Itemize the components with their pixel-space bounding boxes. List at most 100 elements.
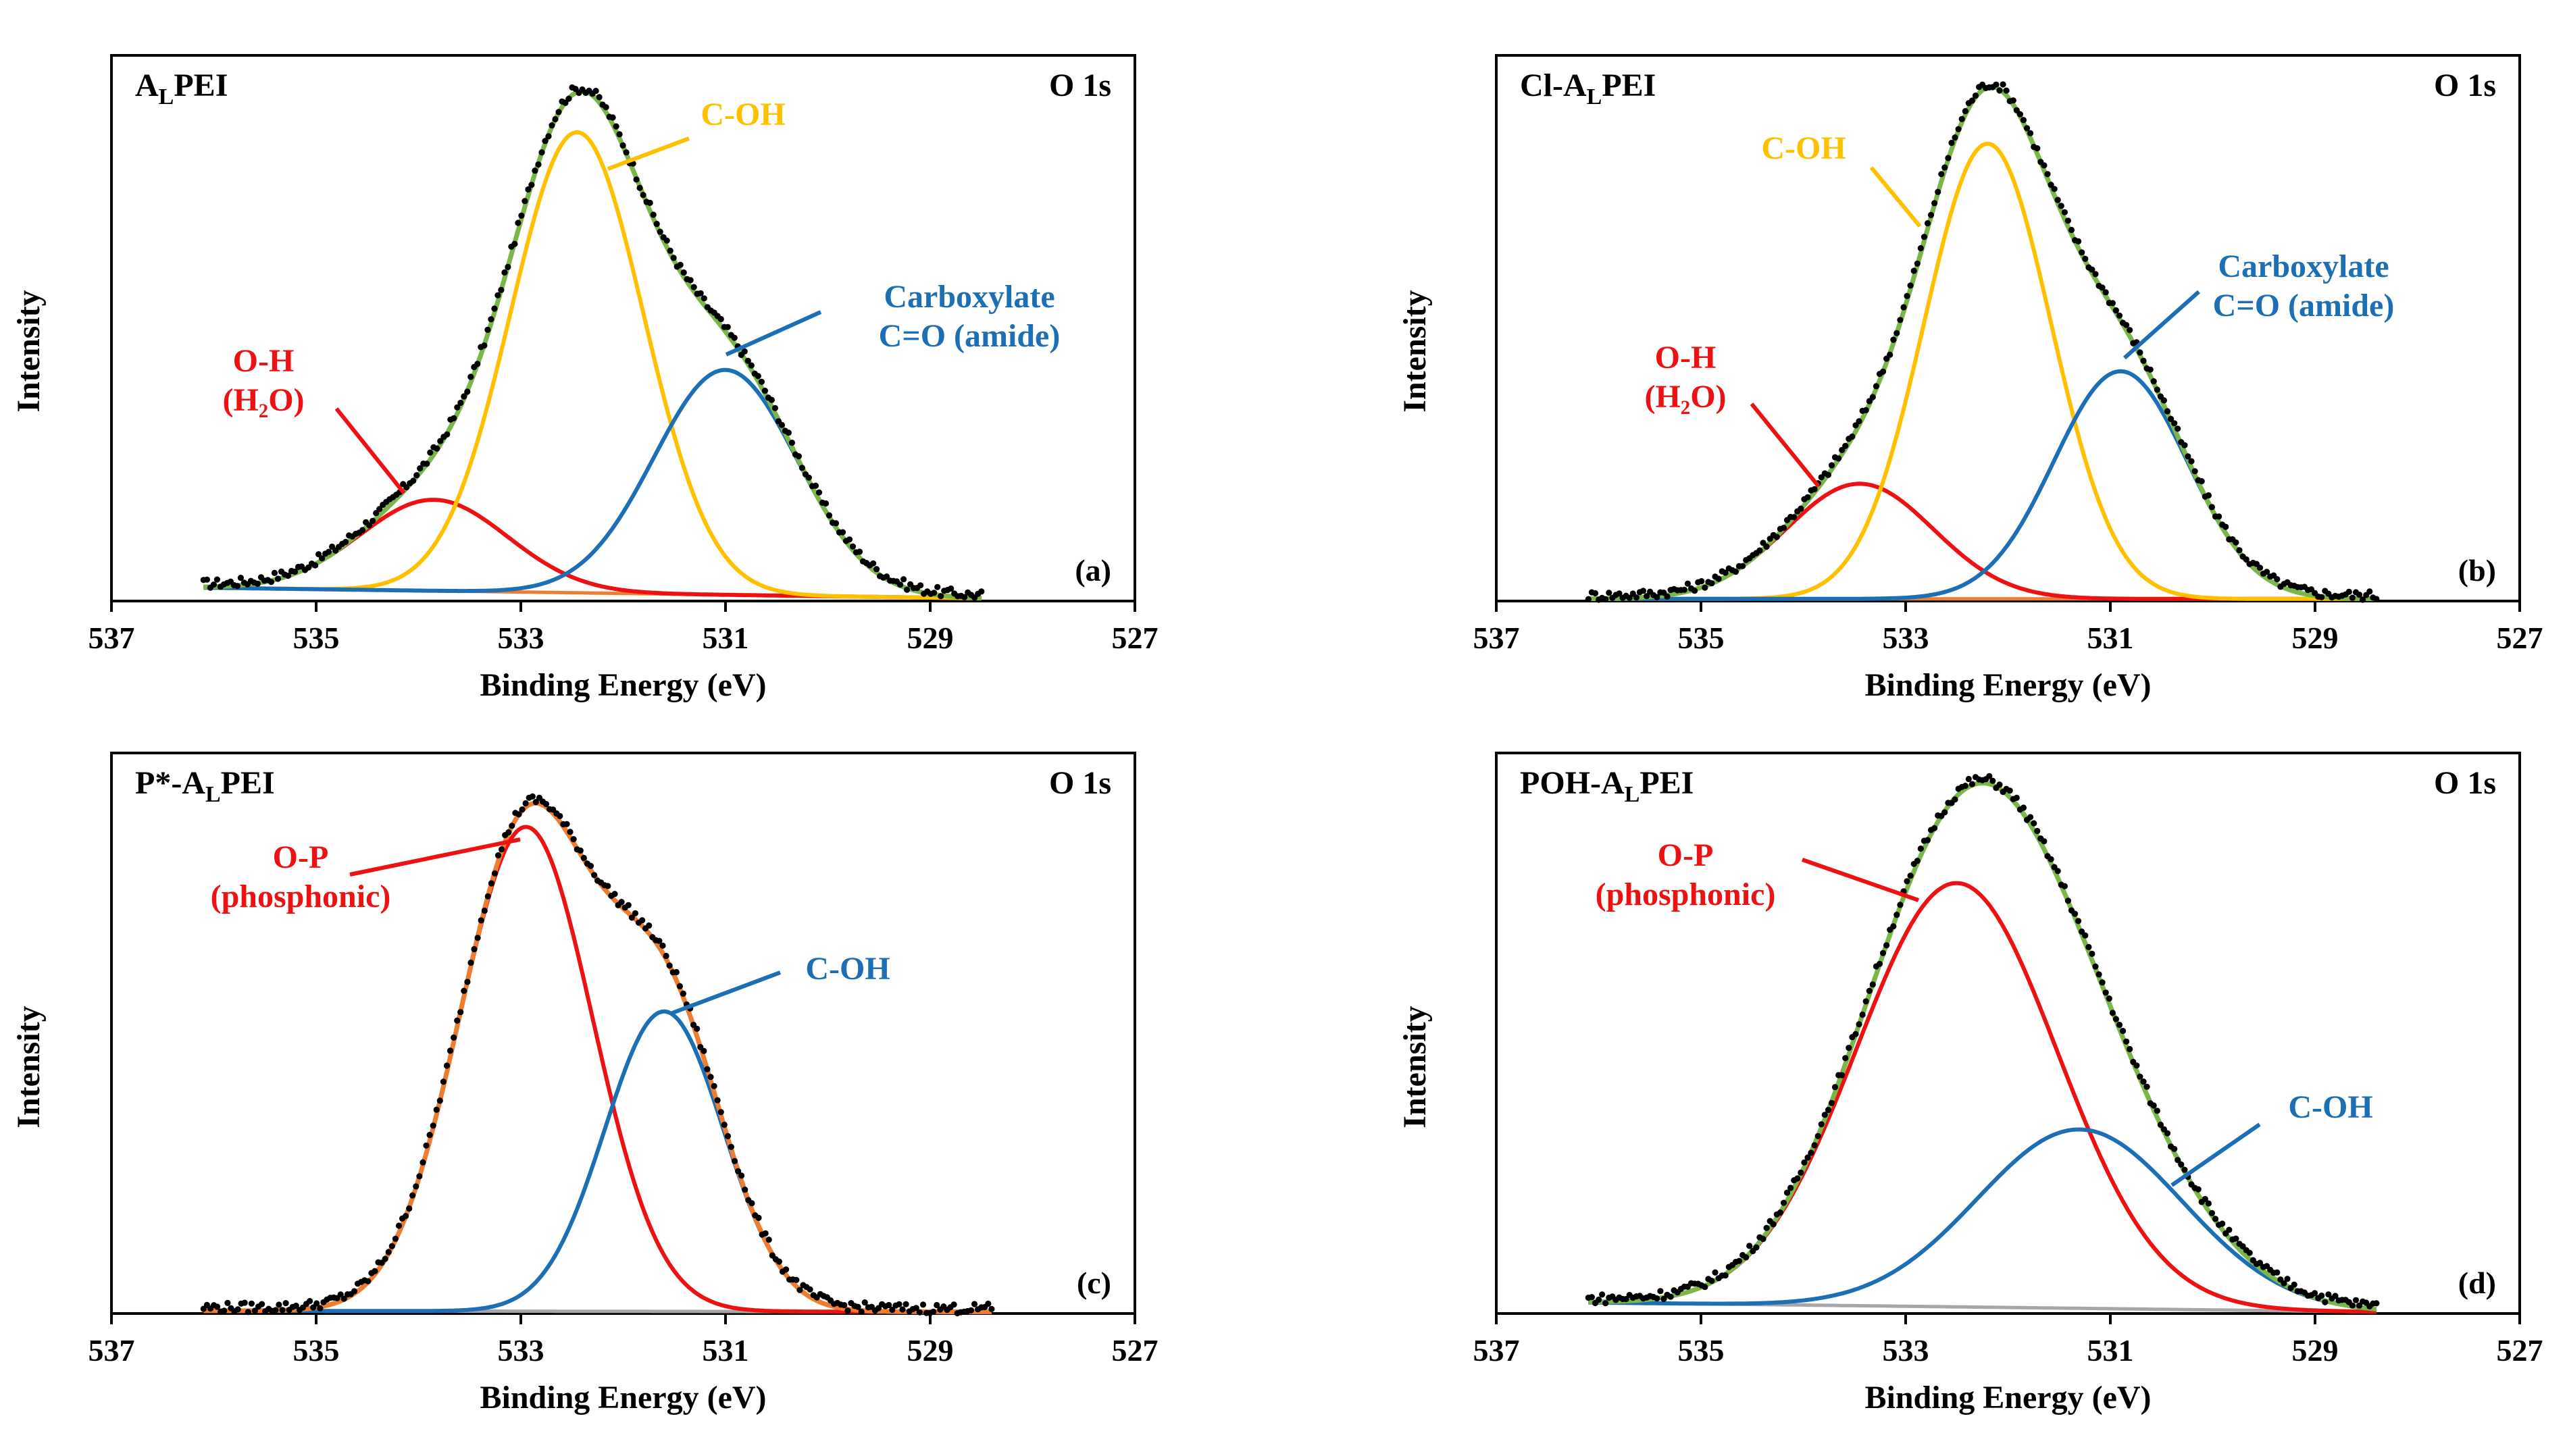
data-point: [855, 1303, 861, 1310]
data-point: [2072, 910, 2079, 917]
data-point: [2044, 171, 2051, 178]
data-point: [738, 1172, 745, 1179]
data-point: [690, 284, 697, 290]
data-point: [2150, 378, 2157, 385]
data-point: [467, 373, 474, 380]
data-point: [2089, 266, 2095, 273]
data-point: [2133, 1062, 2140, 1069]
data-point: [839, 529, 846, 536]
data-point: [1958, 115, 1965, 122]
data-point: [1811, 1142, 1818, 1149]
annotation-label: C=O (amide): [2213, 288, 2395, 323]
data-point: [245, 1309, 251, 1316]
annotation-leader-line: [1802, 858, 1919, 902]
annotation-label: C-OH: [2288, 1089, 2372, 1125]
data-point: [509, 823, 515, 829]
data-point: [484, 326, 491, 333]
data-point: [628, 914, 635, 921]
data-point: [385, 1249, 392, 1255]
data-point: [1917, 846, 1924, 852]
data-point: [636, 184, 643, 191]
data-point: [2068, 226, 2075, 234]
data-point: [1869, 394, 1876, 400]
data-point: [2075, 238, 2082, 244]
data-point: [499, 846, 505, 853]
data-point: [538, 149, 545, 156]
data-point: [2256, 565, 2264, 571]
data-point: [788, 440, 795, 446]
data-point: [413, 472, 420, 479]
data-point: [971, 1301, 978, 1307]
x-tick-label: 531: [2087, 621, 2134, 655]
data-point: [2243, 556, 2250, 563]
data-point: [856, 548, 863, 555]
data-point: [677, 261, 684, 268]
data-point: [2075, 918, 2082, 925]
data-point: [2127, 1045, 2133, 1053]
data-point: [2147, 366, 2154, 373]
data-point: [632, 910, 639, 916]
annotation-leader-line: [1869, 166, 1922, 228]
data-point: [2256, 1259, 2264, 1266]
data-point: [351, 1288, 358, 1295]
data-point: [846, 536, 853, 543]
data-point: [849, 543, 857, 550]
data-point: [2064, 217, 2071, 224]
x-axis-label: Binding Energy (eV): [1864, 1380, 2151, 1415]
data-point: [1828, 462, 1835, 469]
data-point: [1787, 1185, 1794, 1191]
data-point: [1780, 525, 1787, 531]
data-point: [2120, 1028, 2127, 1035]
data-point: [2099, 284, 2106, 291]
x-tick-label: 529: [2292, 1333, 2339, 1368]
x-axis-label: Binding Energy (eV): [1864, 667, 2151, 703]
data-point: [2175, 1157, 2181, 1164]
data-point: [1873, 383, 1879, 390]
data-point: [271, 569, 278, 577]
data-point: [1996, 87, 2003, 94]
data-point: [1972, 93, 1979, 99]
data-point: [1780, 1199, 1787, 1206]
x-tick-label: 537: [88, 621, 135, 655]
data-point: [491, 305, 498, 312]
x-tick-label: 535: [1678, 621, 1725, 655]
data-point: [1993, 81, 2000, 88]
data-point: [1849, 433, 1856, 440]
data-point: [210, 581, 217, 588]
data-point: [1626, 594, 1633, 601]
data-point: [1783, 1189, 1791, 1196]
data-point: [2099, 979, 2106, 986]
data-point: [2202, 1195, 2208, 1203]
data-point: [701, 1047, 707, 1054]
data-point: [515, 811, 522, 818]
data-point: [440, 1078, 447, 1085]
data-point: [532, 799, 539, 806]
data-point: [611, 891, 618, 898]
data-point: [1763, 543, 1770, 550]
data-point: [904, 586, 911, 593]
data-point: [1965, 775, 1972, 783]
data-point: [2219, 1220, 2226, 1227]
data-point: [478, 917, 484, 924]
data-point: [2356, 1302, 2363, 1309]
data-point: [451, 1034, 457, 1041]
data-point: [2205, 492, 2212, 499]
plot-frame: [1495, 752, 2521, 1315]
data-point: [1924, 220, 1931, 227]
plot-frame: [110, 752, 1136, 1315]
data-point: [2318, 1292, 2325, 1299]
data-point: [342, 538, 349, 546]
data-point: [2092, 271, 2099, 278]
data-point: [1897, 902, 1904, 908]
x-tick-label: 537: [1473, 621, 1520, 655]
data-point: [467, 959, 474, 966]
data-point: [1852, 1031, 1859, 1037]
data-point: [1798, 1169, 1804, 1176]
x-tick-label: 533: [498, 1333, 544, 1368]
data-point: [897, 581, 904, 588]
data-point: [1811, 486, 1818, 493]
data-point: [1602, 1300, 1609, 1307]
data-point: [724, 1133, 731, 1139]
data-point: [961, 594, 968, 600]
